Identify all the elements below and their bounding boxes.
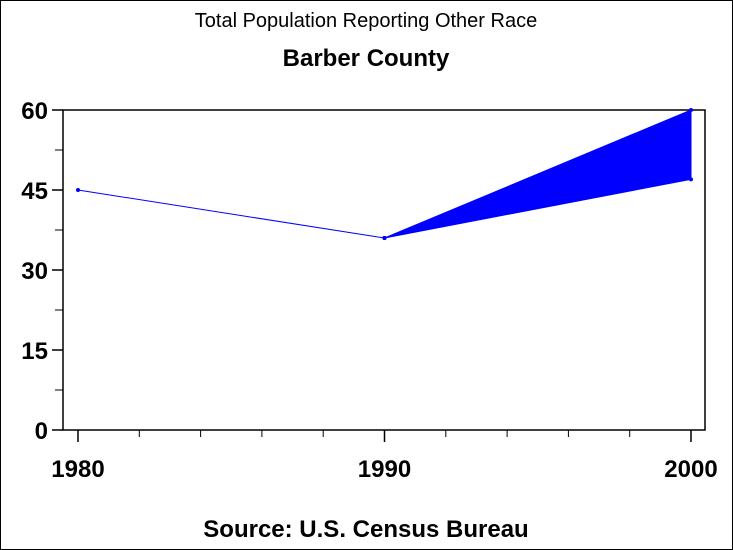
y-tick-label: 0 <box>35 418 48 445</box>
series-line <box>77 189 385 239</box>
x-tick-label: 1990 <box>358 456 411 483</box>
y-tick-label: 30 <box>21 258 48 285</box>
y-tick-label: 15 <box>21 338 48 365</box>
y-tick-label: 60 <box>21 98 48 125</box>
y-tick-label: 45 <box>21 178 48 205</box>
band-lower-point <box>689 177 693 182</box>
source-footnote: Source: U.S. Census Bureau <box>203 516 528 543</box>
band-upper-point <box>689 108 693 112</box>
x-tick-label: 2000 <box>664 456 717 483</box>
data-point <box>76 188 80 192</box>
band-lower-point <box>382 236 387 240</box>
range-band <box>384 109 692 239</box>
x-tick-label: 1980 <box>51 456 104 483</box>
chart-title: Total Population Reporting Other Race <box>195 10 537 32</box>
chart-subtitle: Barber County <box>283 45 450 72</box>
